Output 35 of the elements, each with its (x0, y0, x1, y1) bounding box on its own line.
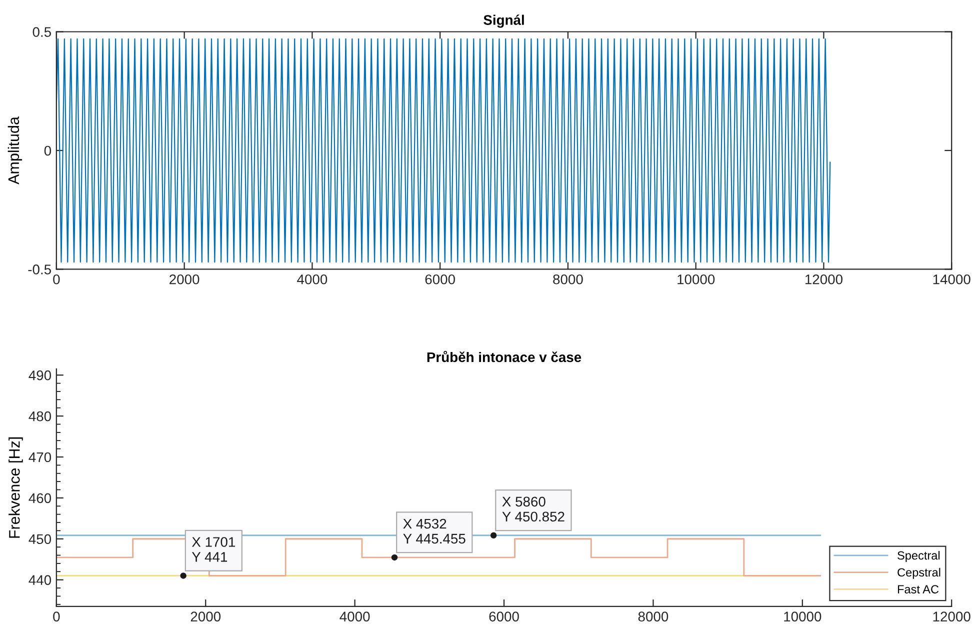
x-tick-label: 14000 (933, 274, 970, 284)
x-tick-label: 12000 (933, 612, 970, 622)
annotation: X 1701 Y 441 (192, 537, 235, 562)
y-tick-label: -0.5 (28, 264, 51, 274)
annotation: X 4532 Y 445.455 (403, 518, 466, 544)
y-tick-label: 480 (28, 411, 52, 422)
y-tick-label: 470 (28, 452, 52, 462)
legend-label: Cepstral (898, 568, 940, 579)
x-tick-label: 0 (53, 612, 60, 622)
y-tick-label: 0.5 (32, 27, 51, 37)
x-tick-label: 4000 (297, 274, 328, 284)
legend-label: Spectral (898, 550, 940, 562)
x-tick-label: 6000 (489, 612, 519, 622)
y-tick-label: 0 (44, 146, 52, 156)
y-tick-label: 490 (28, 370, 52, 380)
x-tick-label: 8000 (638, 612, 668, 622)
x-tick-label: 2000 (170, 274, 200, 284)
annotation: X 5860 Y 450.852 (502, 496, 564, 522)
x-tick-label: 0 (53, 274, 60, 284)
legend-label: Fast AC (898, 585, 939, 594)
x-tick-label: 12000 (805, 274, 842, 284)
x-tick-label: 10000 (784, 612, 822, 622)
chart-title: Průběh intonace v čase (427, 350, 582, 362)
x-tick-label: 4000 (340, 612, 370, 622)
x-tick-label: 10000 (678, 274, 715, 284)
y-tick-label: 440 (28, 575, 52, 585)
y-tick-label: 450 (28, 534, 52, 544)
y-axis-title: Amplituda (8, 116, 22, 184)
x-tick-label: 8000 (553, 274, 583, 284)
line-series (56, 38, 831, 263)
y-axis-title: Frekvence [Hz] (8, 437, 23, 538)
x-tick-label: 2000 (190, 612, 221, 622)
chart-title: Signál (484, 14, 524, 28)
x-tick-label: 6000 (425, 274, 455, 284)
y-tick-label: 460 (28, 493, 52, 504)
